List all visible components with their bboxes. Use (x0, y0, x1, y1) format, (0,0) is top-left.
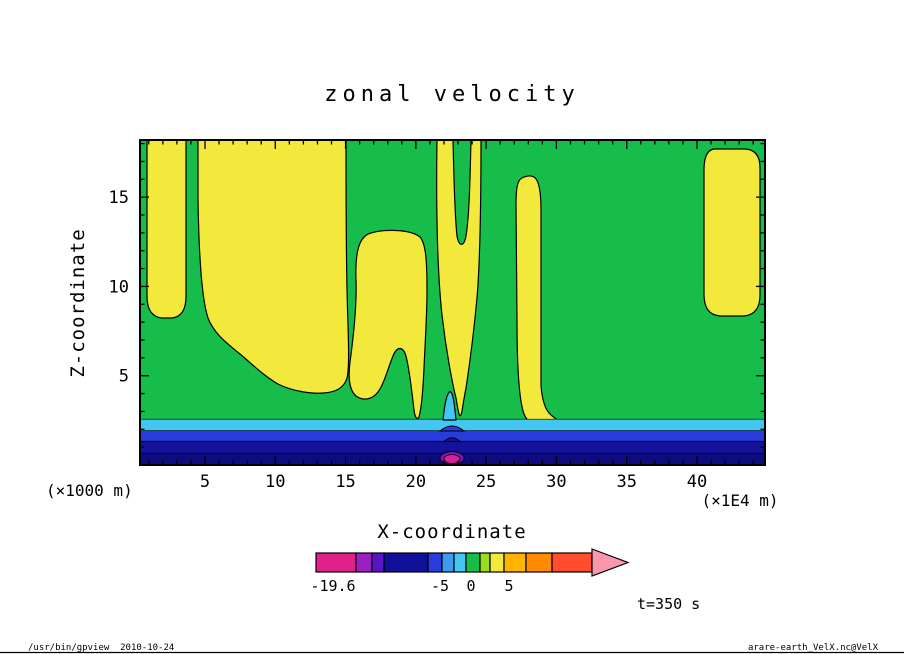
x-tick-label: 25 (476, 472, 496, 492)
colorbar-arrow (591, 548, 630, 577)
y-tick-label: 15 (109, 188, 129, 208)
x-tick-label: 40 (687, 472, 707, 492)
colorbar-tick-label: 5 (504, 577, 513, 595)
colorbar: -19.6 -5 0 5 (310, 548, 630, 595)
x-tick-label: 15 (335, 472, 355, 492)
plot-frame (139, 139, 766, 466)
contour-region-yellow-center-blob (348, 229, 428, 419)
time-annotation: t=350 s (637, 595, 700, 613)
band-navy-upper (140, 441, 765, 454)
y-axis-unit: (×1000 m) (46, 481, 133, 500)
band-blue (140, 431, 765, 442)
contour-region-magenta-pocket (443, 454, 461, 464)
axis-tick-labels: 5 10 15 20 25 30 35 40 5 10 15 (109, 188, 708, 492)
colorbar-segment (453, 552, 467, 573)
colorbar-segment (315, 552, 357, 573)
colorbar-segment (371, 552, 385, 573)
colorbar-segment (479, 552, 491, 573)
colorbar-segment (427, 552, 443, 573)
x-tick-label: 30 (546, 472, 566, 492)
contour-region-yellow-big-mass (197, 140, 350, 394)
colorbar-segment (551, 552, 593, 573)
colorbar-tick-label: 0 (466, 577, 475, 595)
x-tick-label: 5 (200, 472, 210, 492)
x-axis-label: X-coordinate (377, 521, 526, 543)
chart-title: zonal velocity (324, 82, 579, 107)
colorbar-segment (489, 552, 505, 573)
contour-region-yellow-left-column (146, 140, 187, 319)
axis-ticks (140, 140, 765, 465)
footer-command: /usr/bin/gpview 2010-10-24 (28, 643, 174, 653)
band-blue-bump (438, 425, 466, 432)
x-tick-label: 35 (616, 472, 636, 492)
colorbar-segment (441, 552, 455, 573)
colorbar-segment (355, 552, 373, 573)
colorbar-tick-label: -19.6 (310, 577, 355, 595)
y-tick-label: 10 (109, 277, 129, 297)
colorbar-segment (465, 552, 481, 573)
footer-filename: arare-earth_VelX.nc@VelX (748, 643, 879, 653)
x-tick-label: 10 (265, 472, 285, 492)
x-tick-label: 20 (406, 472, 426, 492)
band-navy-bump (442, 437, 462, 442)
band-cyan (140, 419, 765, 431)
contour-region-cyan-spike (442, 391, 457, 421)
contour-field (140, 140, 765, 465)
x-axis-unit: (×1E4 m) (701, 491, 778, 510)
colorbar-tick-label: -5 (431, 577, 449, 595)
y-tick-label: 5 (119, 367, 129, 387)
contour-region-yellow-upper-right-patch (703, 148, 761, 317)
y-axis-label: Z-coordinate (67, 228, 89, 377)
colorbar-segment (525, 552, 553, 573)
colorbar-segment (383, 552, 429, 573)
colorbar-segment (503, 552, 527, 573)
contour-region-yellow-pronged-column (436, 140, 482, 417)
